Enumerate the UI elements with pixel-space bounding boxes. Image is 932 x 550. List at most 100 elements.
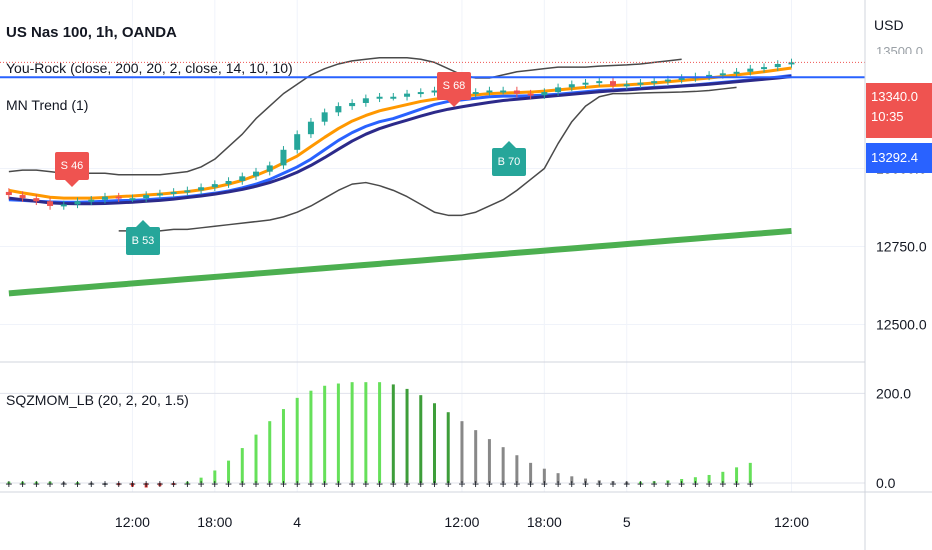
momentum-bar <box>597 480 601 484</box>
currency-label: USD <box>874 17 904 33</box>
x-tick-label: 12:00 <box>115 514 150 530</box>
squeeze-dot: + <box>623 477 630 491</box>
squeeze-dot: + <box>280 477 287 491</box>
squeeze-dot: + <box>60 477 67 491</box>
candle-body <box>129 198 136 201</box>
momentum-bar <box>185 481 189 484</box>
squeeze-dot: + <box>88 477 95 491</box>
momentum-bar <box>117 483 121 486</box>
candle-body <box>280 149 287 166</box>
candle-body <box>198 187 205 191</box>
chart-title[interactable]: US Nas 100, 1h, OANDA <box>6 24 177 41</box>
candle-body <box>527 93 534 96</box>
candle-body <box>143 195 150 199</box>
candle-body <box>719 73 726 76</box>
buy-signal-label[interactable]: B 53 <box>126 227 160 255</box>
blue-line-price-tag[interactable]: 13292.4 <box>866 143 932 173</box>
candle-body <box>19 195 26 199</box>
price-tick-label: 12500.0 <box>876 317 927 333</box>
candle-body <box>555 87 562 93</box>
indicator-you-rock-label[interactable]: You-Rock (close, 200, 20, 2, close, 14, … <box>6 60 293 76</box>
momentum-bar <box>144 483 148 488</box>
momentum-bar <box>405 388 409 484</box>
squeeze-momentum-bars: + + + + + + + + + + + + + + + + + + + + + + + + + + + + + + + + + + + + + + + +… <box>5 382 754 491</box>
momentum-bar <box>227 460 231 484</box>
momentum-bar <box>419 395 423 484</box>
squeeze-dot: + <box>692 477 699 491</box>
squeeze-dot: + <box>225 477 232 491</box>
x-tick-label: 12:00 <box>444 514 479 530</box>
squeeze-dot: + <box>349 477 356 491</box>
squeeze-dot: + <box>609 477 616 491</box>
momentum-bar <box>735 467 739 484</box>
momentum-bar <box>529 462 533 484</box>
squeeze-dot: + <box>101 477 108 491</box>
squeeze-dot: + <box>500 477 507 491</box>
squeeze-dot: + <box>472 477 479 491</box>
current-price-value: 13340.0 <box>871 89 918 104</box>
buy-signal-label[interactable]: B 70 <box>492 148 526 176</box>
momentum-bar <box>130 483 134 487</box>
squeeze-dot: + <box>129 477 136 491</box>
price-tick-partial: 13500.0 <box>876 44 923 54</box>
momentum-bar <box>570 476 574 484</box>
candle-body <box>637 82 644 85</box>
momentum-bar <box>309 390 313 484</box>
squeeze-dot: + <box>184 477 191 491</box>
candle-body <box>5 191 12 196</box>
candle-body <box>156 193 163 196</box>
momentum-bar <box>199 477 203 484</box>
candle-body <box>609 81 616 86</box>
momentum-bar <box>542 468 546 484</box>
candle-body <box>33 198 40 202</box>
momentum-bar <box>666 480 670 484</box>
momentum-bar <box>515 455 519 484</box>
momentum-bar <box>103 483 107 486</box>
price-series-line <box>118 86 737 232</box>
momentum-bar <box>501 447 505 484</box>
candle-body <box>417 92 424 95</box>
momentum-bar <box>460 421 464 484</box>
squeeze-dot: + <box>74 477 81 491</box>
momentum-bar <box>21 481 25 484</box>
squeeze-dot: + <box>321 477 328 491</box>
squeeze-dot: + <box>555 477 562 491</box>
squeeze-dot: + <box>637 477 644 491</box>
squeeze-dot: + <box>404 477 411 491</box>
squeeze-dot: + <box>719 477 726 491</box>
momentum-bar <box>172 483 176 486</box>
candle-body <box>170 191 177 194</box>
candle-body <box>431 90 438 93</box>
sell-signal-label[interactable]: S 68 <box>437 72 471 100</box>
candle-body <box>651 81 658 84</box>
momentum-bar <box>748 462 752 484</box>
indicator-mn-trend-label[interactable]: MN Trend (1) <box>6 97 89 113</box>
momentum-bar <box>364 382 368 484</box>
squeeze-dot: + <box>417 477 424 491</box>
momentum-bar <box>611 481 615 484</box>
squeeze-dot: + <box>431 477 438 491</box>
x-tick-label: 18:00 <box>197 514 232 530</box>
squeeze-dot: + <box>747 477 754 491</box>
current-price-tag[interactable]: 13340.0 10:35 <box>866 83 932 138</box>
momentum-bar <box>336 383 340 484</box>
candle-body <box>623 84 630 87</box>
candle-body <box>74 201 81 205</box>
candle-body <box>541 92 548 96</box>
squeeze-dot: + <box>253 477 260 491</box>
osc-tick-label: 0.0 <box>876 475 896 491</box>
momentum-bar <box>76 482 80 485</box>
momentum-bar <box>281 409 285 484</box>
candle-body <box>747 68 754 72</box>
squeeze-dot: + <box>541 477 548 491</box>
sell-signal-label[interactable]: S 46 <box>55 152 89 180</box>
momentum-bar <box>213 470 217 484</box>
momentum-bar <box>474 430 478 484</box>
candle-body <box>596 81 603 84</box>
indicator-sqzmom-label[interactable]: SQZMOM_LB (20, 2, 20, 1.5) <box>6 392 189 408</box>
squeeze-dot: + <box>486 477 493 491</box>
candle-body <box>211 184 218 188</box>
candle-body <box>500 90 507 93</box>
squeeze-dot: + <box>156 477 163 491</box>
momentum-bar <box>693 477 697 484</box>
